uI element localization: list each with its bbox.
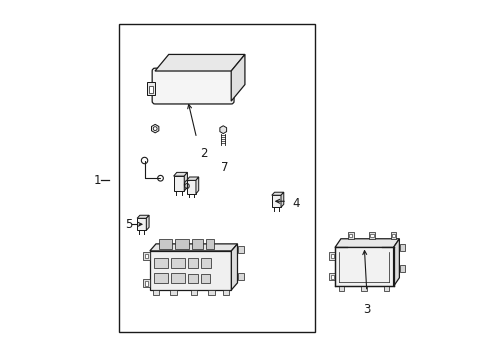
Bar xyxy=(119,24,315,332)
Bar xyxy=(200,274,210,283)
Bar xyxy=(186,180,196,194)
Polygon shape xyxy=(220,126,226,134)
Bar xyxy=(369,234,373,237)
Polygon shape xyxy=(196,177,198,194)
Polygon shape xyxy=(393,239,399,286)
Bar xyxy=(192,239,203,249)
Bar xyxy=(347,232,353,239)
Bar xyxy=(348,234,351,237)
Bar xyxy=(330,275,333,279)
Bar xyxy=(338,286,344,291)
Polygon shape xyxy=(173,172,187,176)
Bar xyxy=(171,273,185,283)
FancyBboxPatch shape xyxy=(152,68,234,104)
Bar xyxy=(187,258,198,269)
Bar xyxy=(171,258,185,269)
Bar xyxy=(334,247,393,286)
Text: 4: 4 xyxy=(291,197,299,210)
Bar xyxy=(175,239,188,249)
Bar xyxy=(361,286,366,291)
Text: 7: 7 xyxy=(221,161,228,174)
Polygon shape xyxy=(184,172,187,191)
Bar xyxy=(334,247,393,286)
Bar xyxy=(148,86,152,93)
Bar xyxy=(152,290,159,295)
Bar xyxy=(187,274,197,283)
Bar xyxy=(399,244,404,251)
Polygon shape xyxy=(151,124,159,133)
Bar xyxy=(143,279,149,287)
Bar xyxy=(147,82,155,95)
Polygon shape xyxy=(149,244,237,251)
Bar xyxy=(154,258,168,269)
Bar xyxy=(149,251,231,290)
Polygon shape xyxy=(137,215,149,218)
Bar xyxy=(330,254,333,258)
Polygon shape xyxy=(231,54,244,101)
Circle shape xyxy=(157,175,163,181)
Polygon shape xyxy=(186,177,198,180)
Bar xyxy=(399,265,404,272)
Bar xyxy=(143,252,149,260)
Bar xyxy=(145,254,148,258)
Polygon shape xyxy=(155,54,244,71)
Bar xyxy=(137,218,146,230)
Bar xyxy=(237,246,243,253)
Polygon shape xyxy=(271,192,283,195)
Text: 5: 5 xyxy=(125,218,133,231)
Bar xyxy=(200,258,211,269)
Text: 3: 3 xyxy=(363,303,370,316)
Polygon shape xyxy=(231,244,237,290)
Bar xyxy=(271,195,281,207)
Polygon shape xyxy=(334,239,399,247)
Bar xyxy=(383,286,388,291)
Bar xyxy=(154,273,168,283)
Circle shape xyxy=(153,127,157,131)
Circle shape xyxy=(141,157,147,164)
Polygon shape xyxy=(146,215,149,230)
Bar xyxy=(222,290,228,295)
Bar xyxy=(368,232,374,239)
Polygon shape xyxy=(281,192,283,207)
Bar xyxy=(390,232,395,239)
Bar xyxy=(173,176,184,191)
Bar xyxy=(190,290,197,295)
Bar xyxy=(170,290,177,295)
Text: 1: 1 xyxy=(94,174,101,186)
Text: 6: 6 xyxy=(182,179,189,192)
Text: 2: 2 xyxy=(200,147,207,160)
Bar xyxy=(329,273,334,280)
Bar xyxy=(329,252,334,260)
Bar xyxy=(391,234,394,237)
Bar xyxy=(205,239,214,249)
Bar xyxy=(159,239,172,249)
Bar xyxy=(145,282,148,285)
Bar xyxy=(237,273,243,280)
Bar xyxy=(208,290,214,295)
